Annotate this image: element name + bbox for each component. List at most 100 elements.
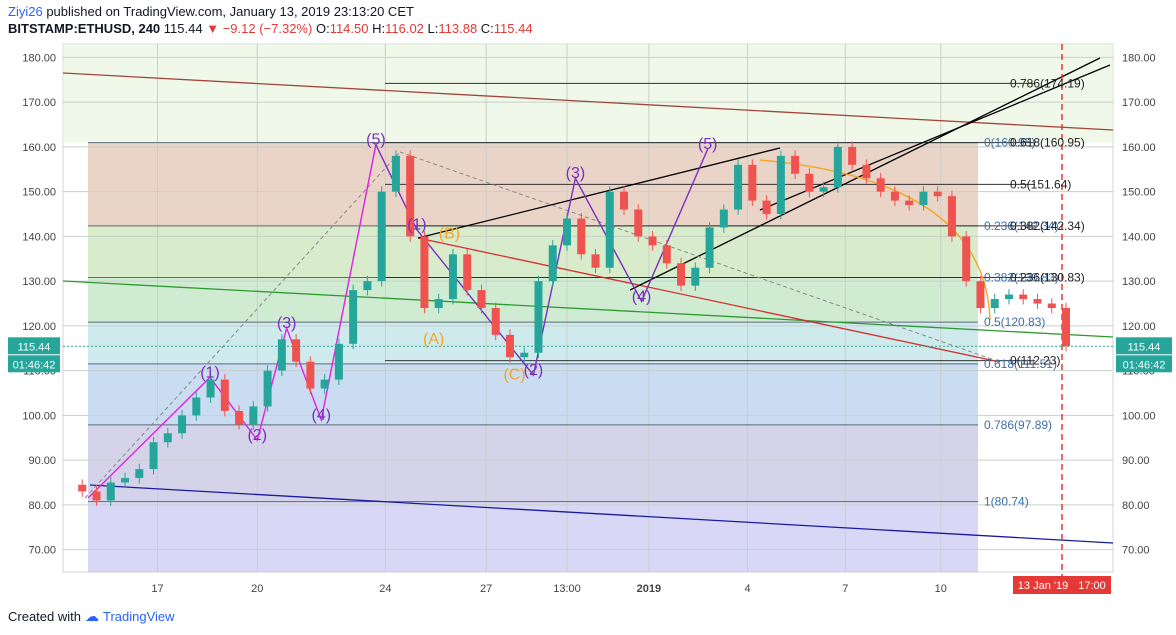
y-tick-label-right: 80.00 <box>1122 500 1150 512</box>
candle-body <box>563 218 571 246</box>
y-tick-label-left: 90.00 <box>28 455 56 467</box>
y-tick-label-right: 120.00 <box>1122 321 1156 333</box>
y-tick-label-right: 100.00 <box>1122 410 1156 422</box>
wave-label: (3) <box>566 165 586 182</box>
candle-body <box>534 281 543 353</box>
green-trendline <box>62 280 1114 338</box>
candle-body <box>1047 303 1056 308</box>
wave-label: (2) <box>247 427 267 444</box>
fib-right-label: 0.618(160.95) <box>1010 136 1085 150</box>
dashed-diagonal <box>399 151 1001 363</box>
candle-body <box>591 254 600 268</box>
fib-zone <box>88 225 978 278</box>
author-link[interactable]: Ziyi26 <box>8 4 43 19</box>
fib-right-label: 0(112.23) <box>1010 354 1060 368</box>
candle-body <box>848 146 857 165</box>
x-tick-label: 17 <box>151 583 163 595</box>
candle-body <box>1004 294 1013 300</box>
wave-label: (5) <box>698 136 718 153</box>
close-label: C: <box>480 21 494 36</box>
fib-left-label: 0.5(120.83) <box>984 315 1045 329</box>
candle-body <box>463 254 472 291</box>
x-tick-label: 7 <box>842 583 848 595</box>
fib-left-label: 0.618(111.51) <box>984 357 1057 371</box>
y-tick-label-left: 150.00 <box>22 187 56 199</box>
red-support-line <box>417 237 1001 363</box>
wave-label: (4) <box>632 288 652 305</box>
last-price-badge-right <box>1116 337 1172 355</box>
candle-body <box>334 343 343 380</box>
countdown-text-left: 01:46:42 <box>13 359 56 371</box>
wave-label: (1) <box>200 364 220 381</box>
y-tick-label-left: 120.00 <box>22 321 56 333</box>
candle-body <box>805 173 814 192</box>
wave-label: (5) <box>366 132 386 149</box>
y-tick-label-left: 180.00 <box>22 52 56 64</box>
y-tick-label-left: 70.00 <box>28 545 56 557</box>
candle-body <box>406 155 415 237</box>
publish-header: Ziyi26 published on TradingView.com, Jan… <box>8 4 414 19</box>
candle-body <box>434 299 443 308</box>
candle-body <box>734 164 743 210</box>
open-value: 114.50 <box>329 21 369 36</box>
candle-body <box>791 155 800 174</box>
y-tick-label-left: 170.00 <box>22 97 56 109</box>
low-label: L: <box>427 21 439 36</box>
y-tick-label-left: 160.00 <box>22 142 56 154</box>
candle-body <box>420 236 429 308</box>
candle-body <box>363 281 372 291</box>
candle-body <box>677 263 686 286</box>
candle-body <box>1033 299 1042 304</box>
countdown-badge-right <box>1116 355 1172 373</box>
y-tick-label-right: 130.00 <box>1122 276 1156 288</box>
candle-body <box>605 191 614 268</box>
red-trendline <box>62 72 1114 131</box>
y-tick-label-right: 90.00 <box>1122 455 1150 467</box>
candle-body <box>705 227 714 268</box>
candle-body <box>491 308 500 335</box>
fib-left-label: 0.382(130.83) <box>984 270 1059 284</box>
candle-body <box>691 267 700 286</box>
symbol-header: BITSTAMP:ETHUSD, 240 115.44 ▼ −9.12 (−7.… <box>8 21 533 36</box>
countdown-text-right: 01:46:42 <box>1123 359 1166 371</box>
candle-body <box>192 397 201 416</box>
candle-body <box>990 299 999 308</box>
black-channel-top <box>417 147 781 239</box>
candle-body <box>833 146 842 188</box>
candle-body <box>648 236 657 246</box>
candle-body <box>306 361 315 389</box>
time-badge <box>1013 576 1111 594</box>
last-price: 115.44 <box>163 21 203 36</box>
candle-body <box>320 379 329 389</box>
black-trendline <box>759 64 1111 211</box>
last-price-badge-left <box>8 337 60 355</box>
footer: Created with ☁ TradingView <box>8 608 175 625</box>
last-price-text-left: 115.44 <box>18 341 51 353</box>
y-tick-label-right: 170.00 <box>1122 97 1156 109</box>
fib-right-label: 0.5(151.64) <box>1010 177 1071 191</box>
high-value: 116.02 <box>385 21 424 36</box>
fib-right-label: 0.382(142.34) <box>1010 219 1085 233</box>
created-with-text: Created with <box>8 609 81 624</box>
dashed-diagonal <box>84 151 401 499</box>
fib-zone <box>88 424 978 502</box>
candle-body <box>220 379 229 411</box>
candle-body <box>292 339 301 362</box>
blue-trendline <box>89 484 1114 544</box>
candle-body <box>235 410 244 425</box>
wave-label: (A) <box>423 331 444 348</box>
change-value: ▼ −9.12 (−7.32%) <box>206 21 313 36</box>
candle-body <box>520 352 529 358</box>
candle-body <box>962 236 971 282</box>
impulse-wave <box>87 144 377 499</box>
wave-label: (3) <box>277 315 297 332</box>
candle-body <box>876 178 885 192</box>
candle-body <box>178 415 187 434</box>
fib-right-label: 0.786(174.19) <box>1010 76 1085 90</box>
candle-body <box>121 478 130 483</box>
tradingview-brand[interactable]: TradingView <box>102 609 175 624</box>
candle-body <box>1019 294 1028 300</box>
y-tick-label-left: 130.00 <box>22 276 56 288</box>
wave-label: (2) <box>524 362 544 379</box>
